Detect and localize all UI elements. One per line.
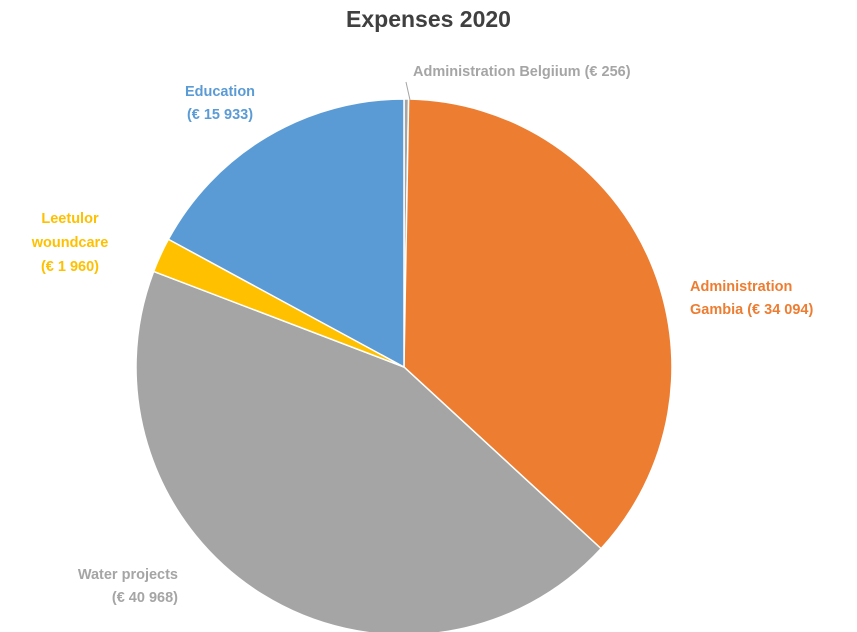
data-label-line: (€ 40 968) <box>112 590 178 606</box>
chart-title: Expenses 2020 <box>346 6 511 32</box>
pie-slice-water-projects <box>135 270 602 632</box>
data-label-administration-gambia: Administration Gambia (€ 34 094) <box>690 279 813 318</box>
data-label-line: Administration <box>690 279 792 295</box>
data-label-line: woundcare <box>31 235 109 251</box>
data-label-line: Gambia (€ 34 094) <box>690 302 813 318</box>
data-label-water-projects: Water projects (€ 40 968) <box>78 567 178 606</box>
data-label-education: Education (€ 15 933) <box>185 84 255 123</box>
data-label-line: Education <box>185 84 255 100</box>
leader-line <box>405 81 411 101</box>
data-label-line: Administration Belgiium (€ 256) <box>413 64 631 80</box>
data-label-leetulor-woundcare: Leetulor woundcare (€ 1 960) <box>31 211 109 275</box>
pie-slice-administration-gambia <box>403 98 673 550</box>
data-label-line: Water projects <box>78 567 178 583</box>
data-label-line: (€ 15 933) <box>187 107 253 123</box>
data-label-line: (€ 1 960) <box>41 259 99 275</box>
pie-slice-education <box>167 98 405 368</box>
data-label-administration-belgiium: Administration Belgiium (€ 256) <box>413 64 631 80</box>
data-label-line: Leetulor <box>41 211 99 227</box>
